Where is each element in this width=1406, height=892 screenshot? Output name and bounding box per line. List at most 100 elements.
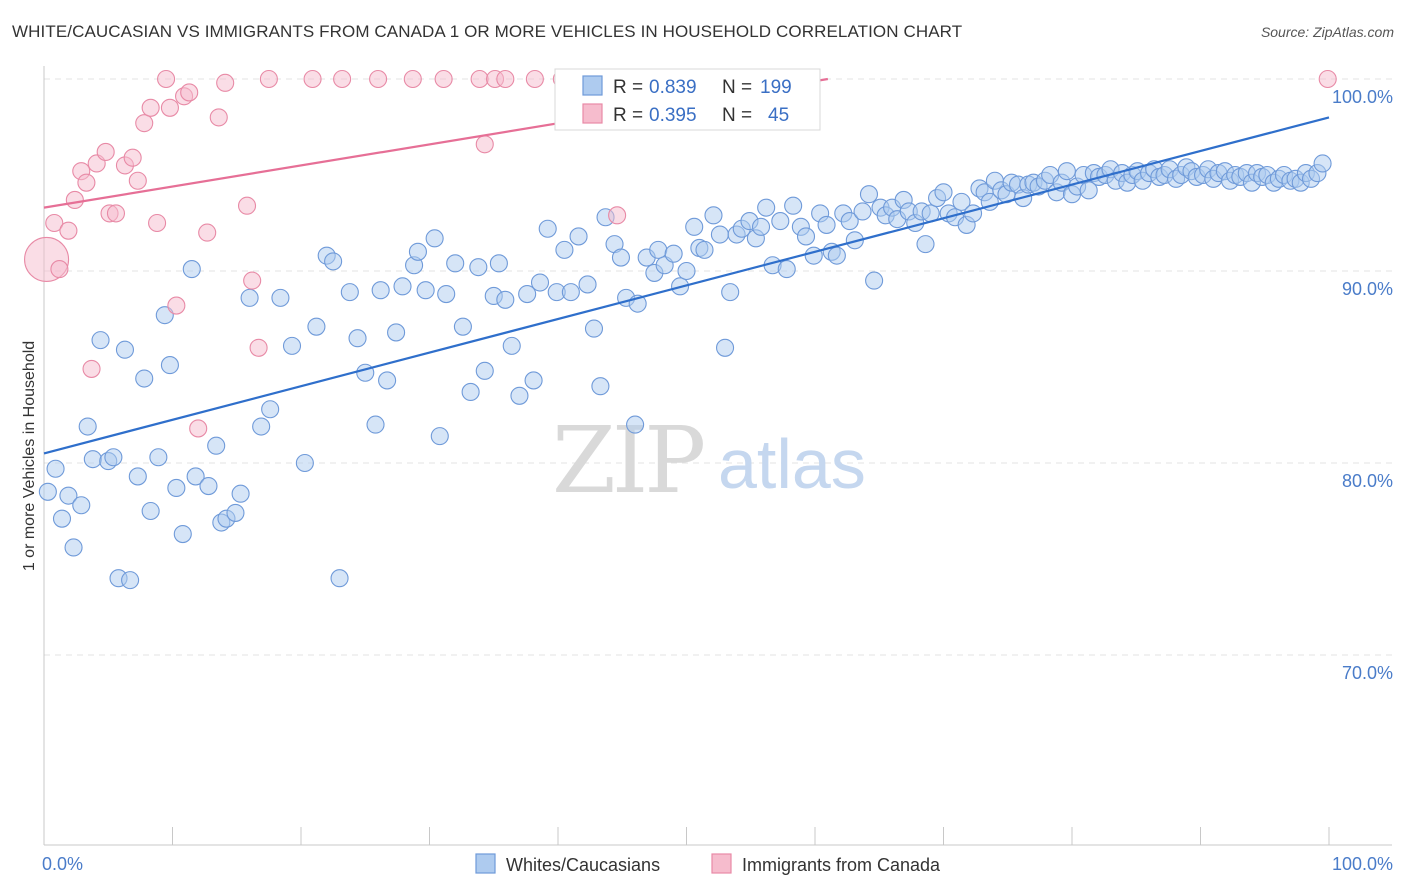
data-point-whites xyxy=(611,248,631,267)
data-point-whites xyxy=(128,467,147,486)
data-point-whites xyxy=(366,415,385,434)
data-point-whites xyxy=(916,235,935,254)
data-point-whites xyxy=(252,417,271,436)
watermark-atlas: atlas xyxy=(718,425,866,503)
data-point-canada xyxy=(209,108,228,127)
data-point-whites xyxy=(416,281,435,300)
data-point-whites xyxy=(240,288,259,307)
data-point-whites xyxy=(387,323,406,342)
data-point-whites xyxy=(695,240,714,259)
data-point-canada xyxy=(65,190,84,210)
data-point-whites xyxy=(149,448,168,467)
data-point-canada xyxy=(470,69,489,89)
data-point-canada xyxy=(96,142,115,162)
data-point-canada xyxy=(157,69,176,89)
x-tick-label: 100.0% xyxy=(1332,854,1393,874)
y-tick-labels: 100.0% 90.0% 80.0% 70.0% xyxy=(1332,87,1393,683)
data-point-whites xyxy=(827,246,846,265)
data-point-whites xyxy=(160,356,179,375)
data-point-canada xyxy=(77,173,96,192)
x-tick-labels: 0.0% 100.0% xyxy=(42,854,1393,874)
data-point-whites xyxy=(226,503,245,522)
data-point-whites xyxy=(510,386,529,405)
data-point-whites xyxy=(1313,154,1332,173)
data-point-canada xyxy=(608,206,627,225)
y-tick-label: 80.0% xyxy=(1342,471,1393,491)
data-point-canada xyxy=(135,114,154,133)
y-axis-title: 1 or more Vehicles in Household xyxy=(21,341,38,571)
data-point-whites xyxy=(307,317,326,336)
data-point-whites xyxy=(231,484,250,503)
data-point-whites xyxy=(840,212,859,231)
data-point-whites xyxy=(430,427,449,446)
data-point-whites xyxy=(496,290,515,309)
data-point-whites xyxy=(469,258,488,277)
series-whites-points xyxy=(38,154,1332,590)
data-point-whites xyxy=(186,467,205,486)
data-point-whites xyxy=(721,283,740,302)
data-point-canada xyxy=(50,260,69,279)
data-point-whites xyxy=(408,242,427,261)
data-point-whites xyxy=(378,371,397,390)
stats-r-value: 0.839 xyxy=(649,77,697,98)
data-point-canada xyxy=(259,69,278,89)
data-point-canada xyxy=(141,98,160,117)
data-point-whites xyxy=(104,448,123,467)
data-point-whites xyxy=(121,571,140,590)
data-point-whites xyxy=(282,336,302,355)
data-point-canada xyxy=(333,69,352,89)
data-point-whites xyxy=(83,450,102,469)
data-point-whites xyxy=(715,338,735,357)
data-point-canada xyxy=(1318,69,1337,89)
data-point-whites xyxy=(964,204,983,223)
source-credit: Source: ZipAtlas.com xyxy=(1260,24,1394,40)
data-point-whites xyxy=(182,260,201,279)
data-point-whites xyxy=(167,478,186,498)
data-point-whites xyxy=(489,254,508,273)
data-point-whites xyxy=(330,569,349,588)
data-point-whites xyxy=(530,273,550,292)
data-point-whites xyxy=(461,382,480,402)
legend-swatch-canada xyxy=(711,853,732,874)
data-point-canada xyxy=(496,69,515,89)
data-point-canada xyxy=(59,221,78,240)
data-point-canada xyxy=(403,69,422,89)
data-point-whites xyxy=(626,415,645,434)
stats-swatch-canada xyxy=(582,103,603,124)
legend: Whites/Caucasians Immigrants from Canada xyxy=(475,853,941,875)
data-point-whites xyxy=(78,417,97,436)
data-point-whites xyxy=(173,524,192,544)
stats-r-label: R = xyxy=(613,105,643,126)
data-point-whites xyxy=(425,229,444,248)
data-point-whites xyxy=(324,252,343,271)
data-point-canada xyxy=(475,135,494,154)
data-point-whites xyxy=(295,453,314,473)
data-point-canada xyxy=(189,419,208,438)
data-point-whites xyxy=(710,225,729,244)
data-point-whites xyxy=(796,227,816,246)
data-point-whites xyxy=(859,185,879,204)
data-point-whites xyxy=(475,361,494,380)
data-point-whites xyxy=(502,336,521,355)
stats-n-value: 199 xyxy=(760,77,792,98)
legend-swatch-whites xyxy=(475,853,496,874)
stats-n-label: N = xyxy=(722,77,752,98)
data-point-canada xyxy=(128,171,147,190)
data-point-whites xyxy=(371,281,390,300)
data-point-whites xyxy=(584,319,604,338)
watermark: ZIP atlas xyxy=(552,407,866,514)
data-point-whites xyxy=(784,196,803,215)
stats-swatch-whites xyxy=(582,75,603,96)
data-point-whites xyxy=(72,496,91,515)
data-point-whites xyxy=(538,219,557,238)
data-point-canada xyxy=(237,196,257,215)
data-point-whites xyxy=(664,244,683,263)
data-point-canada xyxy=(82,359,101,378)
trend-line-whites xyxy=(43,116,1330,455)
data-point-whites xyxy=(685,217,704,236)
data-point-whites xyxy=(207,436,226,455)
data-point-whites xyxy=(271,288,290,307)
y-tick-label: 100.0% xyxy=(1332,87,1393,107)
data-point-whites xyxy=(348,329,367,348)
data-point-whites xyxy=(853,202,872,221)
